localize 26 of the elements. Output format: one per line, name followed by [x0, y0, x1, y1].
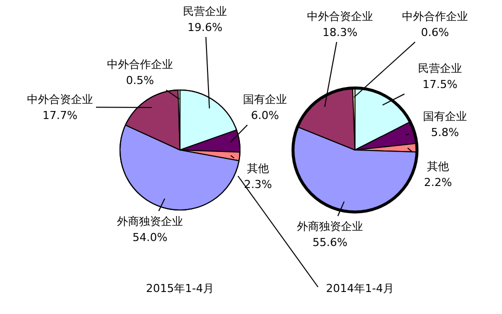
slice-label: 民营企业	[183, 5, 227, 18]
data-label: 55.6%	[312, 236, 348, 249]
slice-label: 外商独资企业	[117, 215, 183, 228]
data-label: 17.7%	[42, 109, 78, 122]
text: 2015年1-4月	[146, 282, 214, 295]
slice-label: 国有企业	[243, 93, 287, 106]
slice-label: 其他	[247, 162, 269, 175]
slice-label: 中外合资企业	[307, 10, 373, 23]
data-label: 18.3%	[322, 26, 358, 39]
slice-label: 其他	[427, 160, 449, 173]
data-label: 17.5%	[422, 78, 458, 91]
slice-label: 中外合作企业	[402, 10, 468, 23]
data-label: 2.3%	[244, 178, 272, 191]
slice-label: 中外合作企业	[107, 58, 173, 71]
data-label: 54.0%	[132, 231, 168, 244]
data-label: 19.6%	[188, 21, 222, 34]
slice-label: 民营企业	[418, 62, 462, 75]
data-label: 5.8%	[431, 126, 459, 139]
slice-label: 外商独资企业	[297, 220, 363, 233]
data-label: 6.0%	[251, 109, 279, 122]
slice-label: 中外合资企业	[27, 93, 93, 106]
text: 2014年1-4月	[326, 282, 394, 295]
data-label: 0.5%	[126, 74, 154, 87]
data-label: 2.2%	[424, 176, 452, 189]
slice-label: 国有企业	[423, 110, 467, 123]
data-label: 0.6%	[421, 26, 449, 39]
